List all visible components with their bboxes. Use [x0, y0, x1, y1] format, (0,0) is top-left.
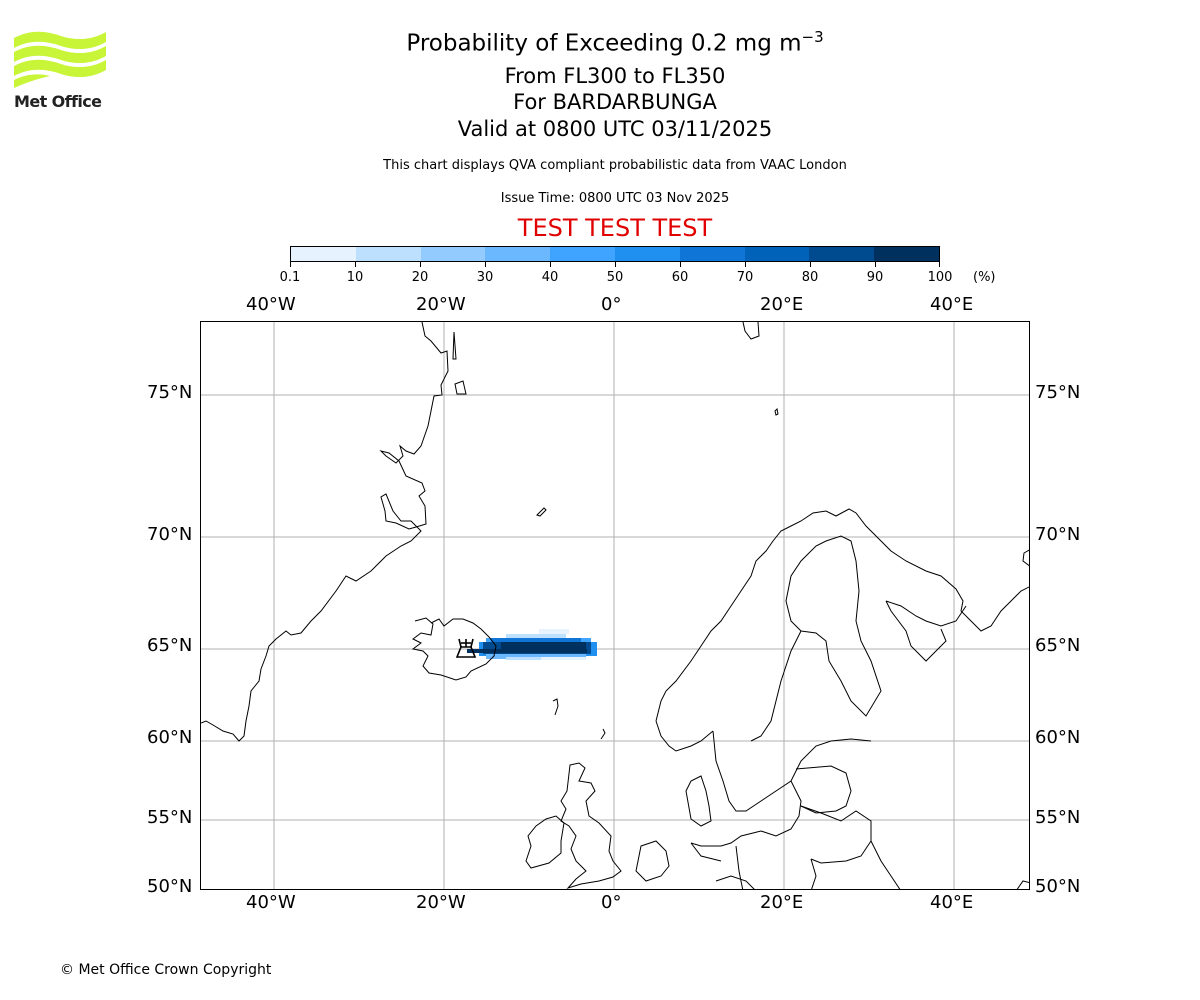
- colorbar-bin-0: [291, 247, 356, 261]
- logo-text: Met Office: [14, 92, 102, 111]
- bottom-lon-label: 20°W: [416, 892, 466, 913]
- colorbar-ticks: [290, 262, 940, 268]
- left-lat-label: 70°N: [147, 524, 193, 545]
- map-panel[interactable]: [200, 321, 1030, 890]
- bottom-lon-label: 40°W: [246, 892, 296, 913]
- volcano-icon[interactable]: [455, 638, 477, 658]
- colorbar-tick-label: 40: [541, 270, 559, 285]
- colorbar: [290, 246, 940, 262]
- left-lat-label: 65°N: [147, 635, 193, 656]
- volcano-title: For BARDARBUNGA: [513, 90, 717, 114]
- right-lat-label: 65°N: [1035, 635, 1081, 656]
- top-lon-label: 40°E: [930, 294, 974, 315]
- colorbar-tick-label: 70: [736, 270, 754, 285]
- valid-time-title: Valid at 0800 UTC 03/11/2025: [457, 117, 773, 141]
- colorbar-bin-7: [744, 247, 810, 261]
- colorbar-bin-2: [420, 247, 486, 261]
- colorbar-tick-label: 60: [671, 270, 689, 285]
- colorbar-tick-label: 90: [866, 270, 884, 285]
- colorbar-bin-9: [874, 247, 939, 261]
- test-banner: TEST TEST TEST: [517, 214, 713, 242]
- gridlines: [201, 322, 1029, 889]
- colorbar-tick-label: 80: [801, 270, 819, 285]
- colorbar-tick-label: 100: [927, 270, 953, 285]
- bottom-lon-label: 0°: [601, 892, 622, 913]
- copyright-footer: © Met Office Crown Copyright: [60, 962, 272, 978]
- right-lat-label: 50°N: [1035, 876, 1081, 897]
- colorbar-bin-3: [485, 247, 551, 261]
- right-lat-label: 70°N: [1035, 524, 1081, 545]
- met-office-logo: Met Office: [14, 30, 108, 114]
- right-lat-label: 55°N: [1035, 807, 1081, 828]
- top-lon-label: 40°W: [246, 294, 296, 315]
- title-main-text: Probability of Exceeding 0.2 mg m: [406, 30, 802, 57]
- top-lon-label: 20°W: [416, 294, 466, 315]
- colorbar-bin-6: [679, 247, 745, 261]
- colorbar-bin-5: [614, 247, 680, 261]
- bottom-lon-label: 40°E: [930, 892, 974, 913]
- ash-plume: [467, 629, 597, 660]
- colorbar-tick-label: 20: [411, 270, 429, 285]
- map-canvas: [201, 322, 1029, 889]
- right-lat-label: 75°N: [1035, 382, 1081, 403]
- chart-title: Probability of Exceeding 0.2 mg m−3: [0, 28, 1200, 57]
- issue-time: Issue Time: 0800 UTC 03 Nov 2025: [500, 191, 730, 206]
- coastlines: [201, 322, 1029, 889]
- left-lat-label: 50°N: [147, 876, 193, 897]
- bottom-lon-label: 20°E: [760, 892, 804, 913]
- title-superscript: −3: [801, 28, 824, 46]
- met-office-waves-logo-icon: [14, 31, 106, 88]
- colorbar-tick-label: 50: [606, 270, 624, 285]
- left-lat-label: 55°N: [147, 807, 193, 828]
- flight-levels-title: From FL300 to FL350: [504, 64, 726, 88]
- chart-description: This chart displays QVA compliant probab…: [383, 158, 847, 173]
- top-lon-label: 20°E: [760, 294, 804, 315]
- right-lat-label: 60°N: [1035, 727, 1081, 748]
- left-lat-label: 75°N: [147, 382, 193, 403]
- colorbar-bin-1: [355, 247, 421, 261]
- colorbar-tick-label: 30: [476, 270, 494, 285]
- top-lon-label: 0°: [601, 294, 622, 315]
- colorbar-unit: (%): [973, 270, 996, 285]
- colorbar-bin-4: [550, 247, 615, 261]
- left-lat-label: 60°N: [147, 727, 193, 748]
- colorbar-tick-label: 10: [346, 270, 364, 285]
- colorbar-tick-label: 0.1: [279, 270, 301, 285]
- colorbar-bin-8: [809, 247, 875, 261]
